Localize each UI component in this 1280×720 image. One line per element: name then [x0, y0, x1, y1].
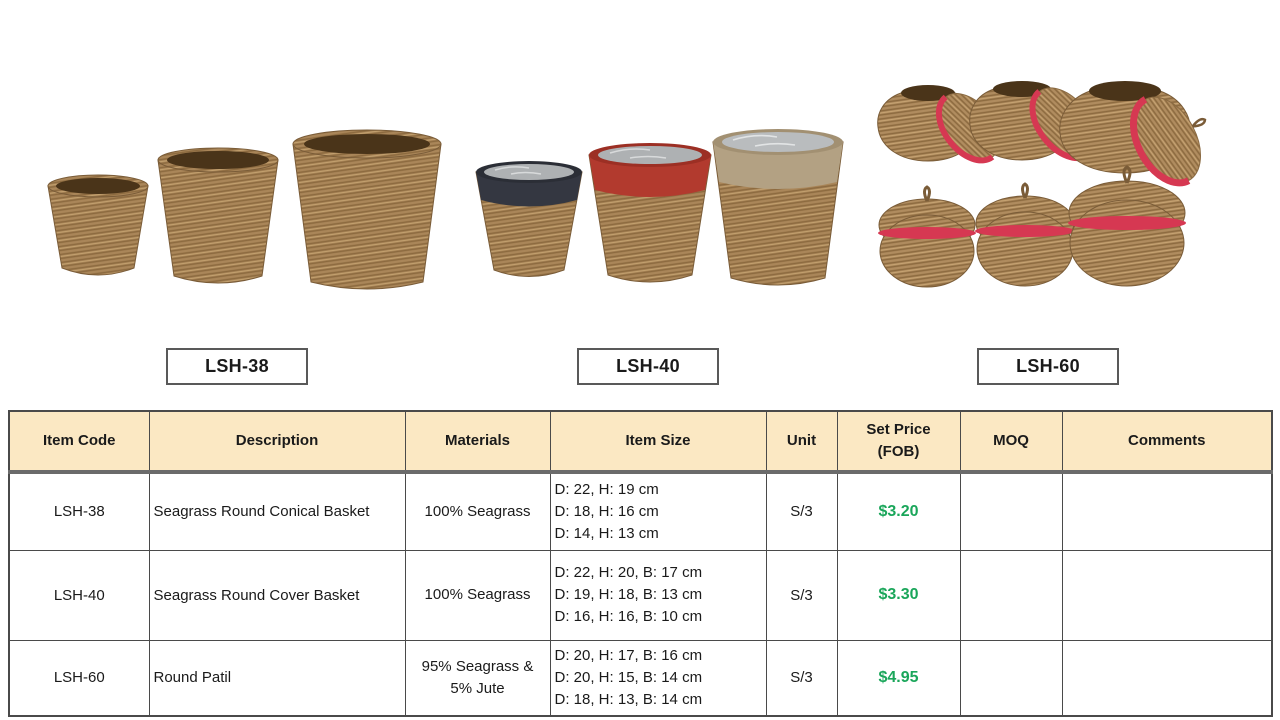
product-code-text: LSH-60: [1016, 356, 1080, 376]
product-code-label-lsh-60: LSH-60: [977, 348, 1119, 385]
col-header-unit: Unit: [765, 410, 838, 474]
cell-item-code: LSH-38: [8, 471, 150, 551]
cell-unit: S/3: [765, 639, 838, 717]
table-row-lsh-38: LSH-38 Seagrass Round Conical Basket 100…: [8, 471, 1273, 551]
cell-item-size: D: 22, H: 20, B: 17 cm D: 19, H: 18, B: …: [549, 549, 767, 641]
cell-unit: S/3: [765, 471, 838, 551]
product-code-label-lsh-38: LSH-38: [166, 348, 308, 385]
cell-set-price: $3.30: [836, 549, 961, 641]
cell-materials: 100% Seagrass: [404, 549, 551, 641]
product-photo-lsh-38: [40, 118, 450, 290]
table-header-row: Item Code Description Materials Item Siz…: [8, 410, 1273, 474]
col-header-description: Description: [148, 410, 406, 474]
price-spec-table: Item Code Description Materials Item Siz…: [8, 410, 1273, 717]
cell-item-code: LSH-40: [8, 549, 150, 641]
basket-set-cover-illustration: [475, 129, 844, 286]
patil-closed-small: [878, 185, 976, 288]
col-header-item-size: Item Size: [549, 410, 767, 474]
cell-comments: [1061, 471, 1273, 551]
cell-item-code: LSH-60: [8, 639, 150, 717]
product-photo-lsh-40: [465, 122, 850, 290]
col-header-item-code: Item Code: [8, 410, 150, 474]
cell-materials: 95% Seagrass & 5% Jute: [404, 639, 551, 717]
col-header-set-price: Set Price (FOB): [836, 410, 961, 474]
cell-description: Seagrass Round Conical Basket: [148, 471, 406, 551]
col-header-moq: MOQ: [959, 410, 1063, 474]
cell-description: Round Patil: [148, 639, 406, 717]
cell-moq: [959, 549, 1063, 641]
product-photo-lsh-60: [862, 55, 1207, 300]
basket-navy-top: [475, 161, 583, 277]
basket-medium: [157, 147, 279, 284]
basket-red-top: [588, 143, 712, 283]
col-header-materials: Materials: [404, 410, 551, 474]
col-header-comments: Comments: [1061, 410, 1273, 474]
cell-moq: [959, 639, 1063, 717]
cell-set-price: $3.20: [836, 471, 961, 551]
cell-materials: 100% Seagrass: [404, 471, 551, 551]
cell-set-price: $4.95: [836, 639, 961, 717]
cell-item-size: D: 22, H: 19 cm D: 18, H: 16 cm D: 14, H…: [549, 471, 767, 551]
patil-closed-medium: [975, 182, 1075, 287]
patil-set-illustration: [877, 81, 1207, 288]
product-code-text: LSH-38: [205, 356, 269, 376]
cell-comments: [1061, 549, 1273, 641]
basket-natural-top: [712, 129, 844, 286]
product-code-label-lsh-40: LSH-40: [577, 348, 719, 385]
patil-closed-large: [1068, 165, 1186, 287]
basket-set-conical-illustration: [47, 129, 442, 290]
table-row-lsh-40: LSH-40 Seagrass Round Cover Basket 100% …: [8, 549, 1273, 641]
cell-item-size: D: 20, H: 17, B: 16 cm D: 20, H: 15, B: …: [549, 639, 767, 717]
product-code-text: LSH-40: [616, 356, 680, 376]
cell-unit: S/3: [765, 549, 838, 641]
cell-comments: [1061, 639, 1273, 717]
basket-small: [47, 174, 149, 276]
patil-lid-large: [1130, 96, 1207, 187]
cell-description: Seagrass Round Cover Basket: [148, 549, 406, 641]
table-row-lsh-60: LSH-60 Round Patil 95% Seagrass & 5% Jut…: [8, 639, 1273, 717]
cell-moq: [959, 471, 1063, 551]
basket-large: [292, 129, 442, 290]
